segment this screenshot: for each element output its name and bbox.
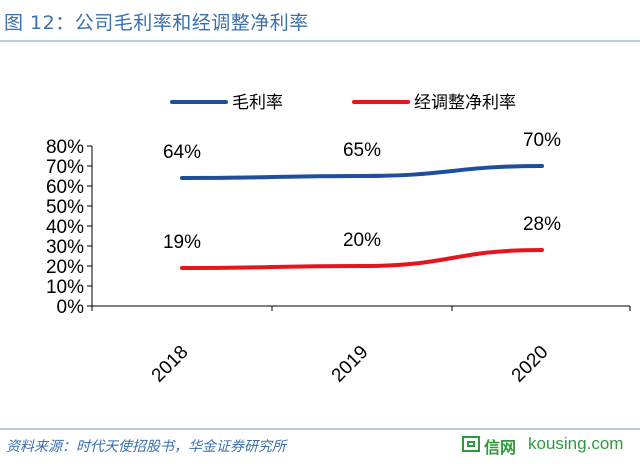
y-tick-label: 80%	[46, 137, 84, 158]
chart-legend: 毛利率 经调整净利率	[170, 93, 516, 113]
y-tick-label: 50%	[46, 197, 84, 218]
y-tick-label: 10%	[46, 277, 84, 298]
gross-margin-data-label: 65%	[343, 140, 381, 161]
footer-divider	[0, 428, 640, 430]
watermark-name: 信网	[484, 438, 517, 457]
watermark: 信网 kousing.com	[462, 430, 638, 458]
y-tick-label: 30%	[46, 237, 84, 258]
chart-data-labels: 64% 65% 70% 19% 20% 28%	[163, 130, 561, 253]
y-tick-label: 0%	[57, 297, 85, 318]
gross-margin-data-label: 70%	[523, 130, 561, 151]
adjusted-net-margin-data-label: 28%	[523, 214, 561, 235]
y-tick-label: 70%	[46, 157, 84, 178]
gross-margin-legend-label: 毛利率	[232, 93, 283, 113]
figure-title: 图 12：公司毛利率和经调整净利率	[4, 12, 309, 34]
gross-margin-line	[180, 164, 544, 180]
chart-series	[180, 164, 544, 270]
watermark-domain: kousing.com	[528, 434, 624, 453]
watermark-logo-icon	[462, 436, 480, 452]
x-tick-label: 2020	[508, 342, 553, 387]
y-tick-label: 20%	[46, 257, 84, 278]
line-chart: 毛利率 经调整净利率 0%10%20%30%40%50%60%70%80%2018…	[46, 93, 631, 387]
adjusted-net-margin-data-label: 19%	[163, 232, 201, 253]
header-divider	[0, 40, 640, 42]
y-tick-label: 60%	[46, 177, 84, 198]
adjusted-net-margin-data-label: 20%	[343, 230, 381, 251]
gross-margin-data-label: 64%	[163, 142, 201, 163]
adjusted-net-margin-legend-label: 经调整净利率	[414, 93, 516, 113]
source-note: 资料来源：时代天使招股书，华金证券研究所	[6, 439, 286, 455]
figure-header: 图 12：公司毛利率和经调整净利率	[0, 0, 640, 44]
adjusted-net-margin-line	[180, 248, 544, 270]
x-tick-label: 2019	[328, 342, 373, 387]
x-tick-label: 2018	[148, 342, 193, 387]
y-tick-label: 40%	[46, 217, 84, 238]
